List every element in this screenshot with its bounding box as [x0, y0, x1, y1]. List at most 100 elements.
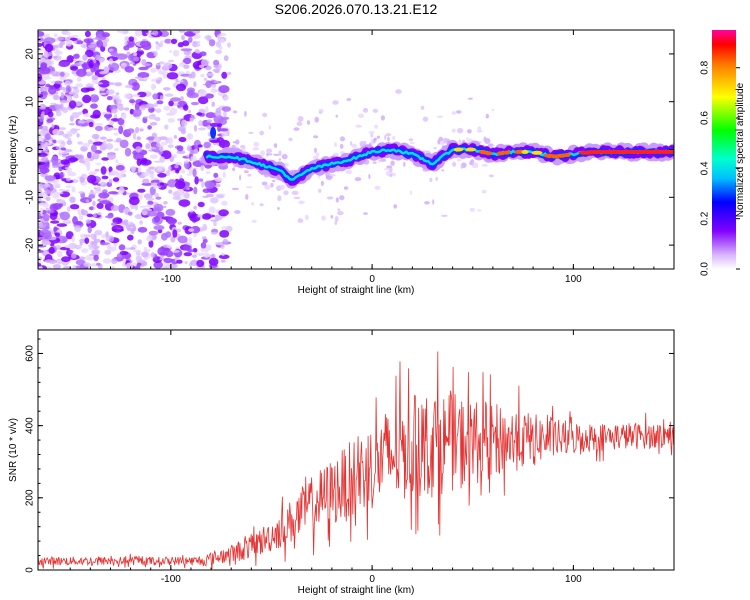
noise-blob [56, 217, 60, 221]
noise-blob [72, 87, 78, 89]
noise-blob [150, 154, 158, 158]
noise-blob [100, 137, 107, 140]
snr-xlabel: Height of straight line (km) [298, 585, 415, 596]
noise-blob [164, 124, 168, 129]
noise-blob [387, 137, 390, 142]
noise-blob [69, 197, 75, 203]
noise-blob [183, 65, 189, 69]
noise-blob [59, 203, 63, 207]
noise-blob [392, 136, 395, 140]
noise-blob [441, 215, 448, 217]
noise-blob [119, 187, 125, 194]
noise-blob [279, 185, 285, 190]
noise-blob [206, 171, 211, 174]
noise-blob [61, 92, 64, 99]
noise-blob [174, 249, 183, 258]
noise-blob [133, 53, 137, 56]
noise-blob [167, 245, 172, 249]
noise-blob [221, 260, 226, 263]
noise-blob [224, 55, 229, 61]
noise-blob [89, 254, 95, 256]
noise-blob [43, 74, 50, 79]
noise-blob [88, 226, 92, 234]
noise-blob [410, 142, 415, 144]
noise-blob [43, 214, 50, 222]
noise-blob [482, 164, 488, 167]
noise-blob [270, 183, 273, 188]
noise-blob [117, 28, 126, 33]
noise-blob [57, 192, 63, 194]
noise-blob [283, 190, 288, 195]
noise-blob [247, 174, 251, 177]
noise-blob [160, 40, 164, 43]
noise-blob [191, 102, 199, 105]
noise-blob [298, 201, 304, 205]
noise-blob [61, 159, 70, 165]
noise-blob [307, 120, 310, 125]
noise-blob [95, 163, 101, 165]
noise-blob [252, 220, 257, 223]
noise-blob [44, 54, 50, 58]
noise-blob [221, 243, 225, 249]
noise-blob [160, 95, 164, 100]
noise-blob [70, 66, 78, 71]
noise-blob [76, 69, 87, 77]
noise-blob [125, 85, 134, 89]
noise-blob [116, 99, 122, 105]
noise-blob [175, 170, 179, 174]
noise-blob [53, 226, 57, 231]
noise-blob [67, 140, 73, 145]
noise-blob [202, 196, 209, 198]
noise-blob [95, 169, 100, 172]
x-tick-label: 0 [369, 574, 375, 585]
noise-blob [176, 84, 186, 92]
noise-blob [149, 231, 158, 236]
noise-blob [128, 212, 133, 216]
noise-blob [131, 94, 140, 97]
noise-blob [390, 161, 394, 166]
noise-blob [141, 158, 148, 164]
x-tick-label: 100 [565, 574, 582, 585]
noise-blob [452, 111, 456, 115]
noise-blob [84, 237, 89, 244]
noise-blob [421, 106, 425, 110]
noise-blob [181, 120, 187, 127]
noise-blob [459, 140, 462, 144]
noise-blob [206, 112, 216, 118]
noise-blob [97, 212, 102, 216]
noise-blob [120, 140, 129, 149]
noise-blob [159, 146, 164, 151]
noise-blob [371, 133, 373, 137]
noise-blob [131, 166, 136, 173]
y-tick-label: -20 [25, 237, 36, 252]
noise-blob [160, 182, 164, 185]
noise-blob [89, 122, 94, 127]
noise-blob [115, 159, 118, 163]
noise-blob [292, 191, 299, 195]
noise-blob [204, 78, 208, 81]
colorbar-label: Normalized spectral amplitude [735, 82, 746, 217]
noise-blob [73, 93, 79, 98]
spectrogram-ylabel: Frequency (Hz) [8, 116, 19, 185]
noise-blob [71, 253, 77, 259]
noise-blob [172, 229, 177, 237]
noise-blob [100, 71, 108, 73]
noise-blob [84, 113, 90, 117]
noise-blob [69, 123, 75, 126]
noise-blob [54, 33, 57, 37]
ridge-peak [485, 151, 492, 155]
noise-blob [277, 195, 281, 201]
noise-blob [150, 147, 156, 149]
colorbar-tick-label: 0.6 [700, 111, 711, 125]
colorbar-tick-label: 0.4 [700, 161, 711, 175]
noise-blob [188, 110, 191, 113]
noise-blob [82, 143, 90, 147]
noise-blob [53, 264, 61, 269]
snr-ylabel: SNR (10 * v/v) [8, 418, 19, 482]
noise-blob [244, 111, 247, 117]
noise-blob [133, 109, 142, 117]
noise-blob [150, 122, 157, 126]
noise-blob [457, 159, 462, 162]
noise-blob [246, 186, 253, 188]
noise-blob [126, 263, 134, 270]
